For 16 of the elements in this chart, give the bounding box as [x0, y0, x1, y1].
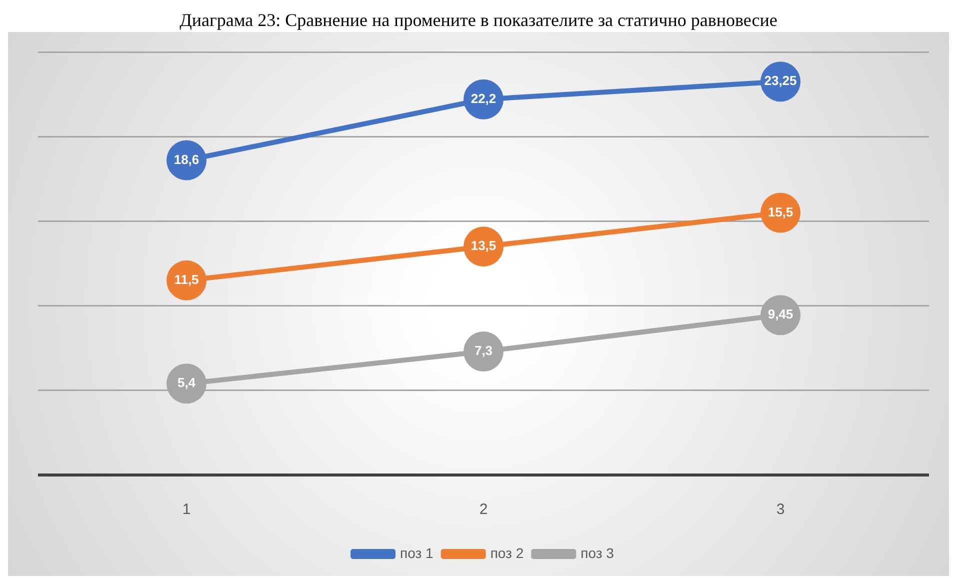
x-tick-label: 3	[776, 501, 785, 518]
data-label: 23,25	[764, 73, 797, 88]
legend-label: поз 1	[400, 544, 434, 561]
legend-label: поз 3	[580, 544, 614, 561]
data-label: 11,5	[174, 272, 199, 287]
data-label: 15,5	[768, 204, 794, 220]
data-label: 7,3	[474, 343, 493, 358]
data-label: 18,6	[174, 152, 200, 167]
x-tick-label: 1	[182, 501, 191, 518]
data-label: 22,2	[470, 90, 496, 106]
data-label: 9,45	[768, 306, 794, 322]
data-label: 13,5	[470, 238, 496, 254]
data-label: 5,4	[177, 375, 196, 390]
chart-title: Диаграма 23: Сравнение на промените в показателите за статично равновесие	[178, 9, 778, 32]
legend-label: поз 2	[490, 544, 524, 561]
x-tick-label: 2	[479, 501, 488, 518]
